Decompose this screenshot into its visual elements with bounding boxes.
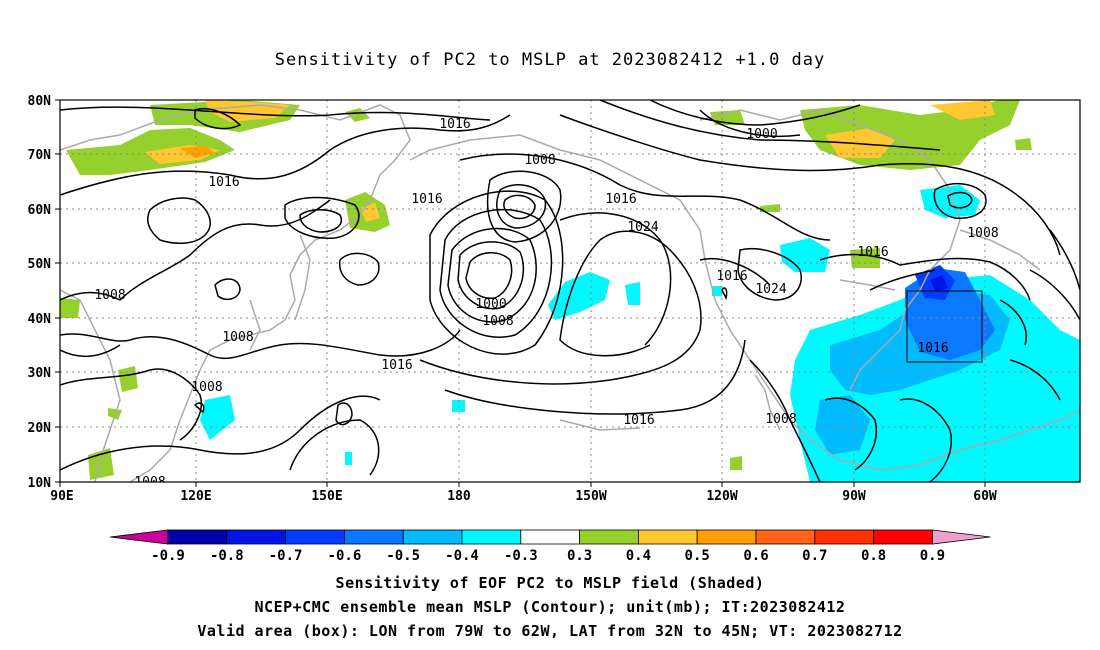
- positive-sensitivity-shading: [60, 100, 1032, 480]
- caption-line-3: Valid area (box): LON from 79W to 62W, L…: [197, 622, 903, 640]
- map-title: Sensitivity of PC2 to MSLP at 2023082412…: [274, 50, 826, 70]
- colorbar-label: -0.6: [328, 548, 362, 564]
- lat-label: 60N: [28, 203, 52, 218]
- contour-label: 1016: [716, 269, 747, 284]
- valid-area-box: [906, 290, 983, 363]
- colorbar-label: -0.8: [210, 548, 244, 564]
- colorbar-label: -0.9: [151, 548, 185, 564]
- colorbar-swatch: [461, 529, 522, 545]
- contour-label: 1000: [475, 297, 506, 312]
- colorbar-left-arrow: [109, 529, 169, 545]
- lat-lon-grid: [60, 100, 1080, 482]
- colorbar-swatch: [402, 529, 463, 545]
- colorbar-swatch: [343, 529, 404, 545]
- colorbar-label: 0.9: [920, 548, 945, 564]
- lon-label: 120E: [180, 489, 211, 504]
- contour-label: 1016: [857, 245, 888, 260]
- mslp-contours: [60, 100, 1080, 482]
- colorbar-label: 0.7: [802, 548, 827, 564]
- latitude-labels: 80N 70N 60N 50N 40N 30N 20N 10N: [28, 94, 52, 491]
- lon-label: 120W: [706, 489, 737, 504]
- lat-label: 50N: [28, 257, 52, 272]
- colorbar-label: 0.8: [861, 548, 886, 564]
- colorbar-label: -0.5: [386, 548, 420, 564]
- contour-label: 1016: [439, 117, 470, 132]
- colorbar-label: 0.3: [567, 548, 592, 564]
- contour-label: 1016: [917, 341, 948, 356]
- contour-label: 1024: [755, 282, 786, 297]
- colorbar-swatch: [167, 529, 228, 545]
- contour-label: 1016: [208, 175, 239, 190]
- colorbar-right-arrow: [932, 529, 991, 545]
- colorbar-swatch: [638, 529, 698, 545]
- colorbar-swatch: [579, 529, 639, 545]
- lat-label: 30N: [28, 366, 52, 381]
- map-panel: 1016 1000 1008 1016 1016 1008 1016 1024 …: [60, 100, 1080, 490]
- lon-label: 60W: [973, 489, 997, 504]
- contour-labels: 1016 1000 1008 1016 1016 1008 1016 1024 …: [94, 117, 998, 490]
- lon-label: 150W: [575, 489, 606, 504]
- contour-label: 1016: [411, 192, 442, 207]
- lat-label: 20N: [28, 421, 52, 436]
- colorbar-swatch: [696, 529, 757, 545]
- contour-label: 1008: [134, 475, 165, 490]
- lat-label: 80N: [28, 94, 52, 109]
- lon-label: 180: [447, 489, 471, 504]
- contour-label: 1024: [627, 220, 658, 235]
- caption-line-1: Sensitivity of EOF PC2 to MSLP field (Sh…: [335, 574, 765, 592]
- lat-label: 40N: [28, 312, 52, 327]
- coastlines: [60, 104, 1080, 482]
- colorbar-label: 0.5: [685, 548, 710, 564]
- map-frame: [59, 99, 1081, 483]
- contour-label: 1008: [482, 314, 513, 329]
- colorbar-label: -0.3: [504, 548, 538, 564]
- contour-label: 1000: [746, 127, 777, 142]
- lat-label: 10N: [28, 476, 52, 491]
- contour-label: 1008: [94, 288, 125, 303]
- negative-sensitivity-shading: [200, 185, 1080, 482]
- lon-label: 90E: [50, 489, 73, 504]
- contour-label: 1008: [765, 412, 796, 427]
- axis-ticks: [55, 99, 986, 487]
- colorbar-label: -0.4: [445, 548, 479, 564]
- colorbar-label: 0.6: [743, 548, 768, 564]
- colorbar-swatch: [226, 529, 287, 545]
- lon-label: 150E: [311, 489, 342, 504]
- colorbar-label: 0.4: [626, 548, 651, 564]
- colorbar-swatch: [814, 529, 874, 545]
- colorbar-swatch: [520, 529, 580, 545]
- contour-label: 1016: [605, 192, 636, 207]
- contour-label: 1008: [524, 153, 555, 168]
- colorbar-swatch: [873, 529, 933, 545]
- colorbar-swatch: [755, 529, 816, 545]
- contour-label: 1008: [967, 226, 998, 241]
- contour-label: 1008: [222, 330, 253, 345]
- longitude-labels: 90E 120E 150E 180 150W 120W 90W 60W: [50, 489, 997, 504]
- contour-label: 1016: [623, 413, 654, 428]
- caption-line-2: NCEP+CMC ensemble mean MSLP (Contour); u…: [254, 598, 846, 616]
- lon-label: 90W: [842, 489, 866, 504]
- colorbar-label: -0.7: [269, 548, 303, 564]
- contour-label: 1016: [381, 358, 412, 373]
- colorbar: -0.9 -0.8 -0.7 -0.6 -0.5 -0.4 -0.3 0.3 0.4 0.5 0.6…: [109, 529, 991, 564]
- colorbar-swatch: [285, 529, 345, 545]
- contour-label: 1008: [191, 380, 222, 395]
- lat-label: 70N: [28, 148, 52, 163]
